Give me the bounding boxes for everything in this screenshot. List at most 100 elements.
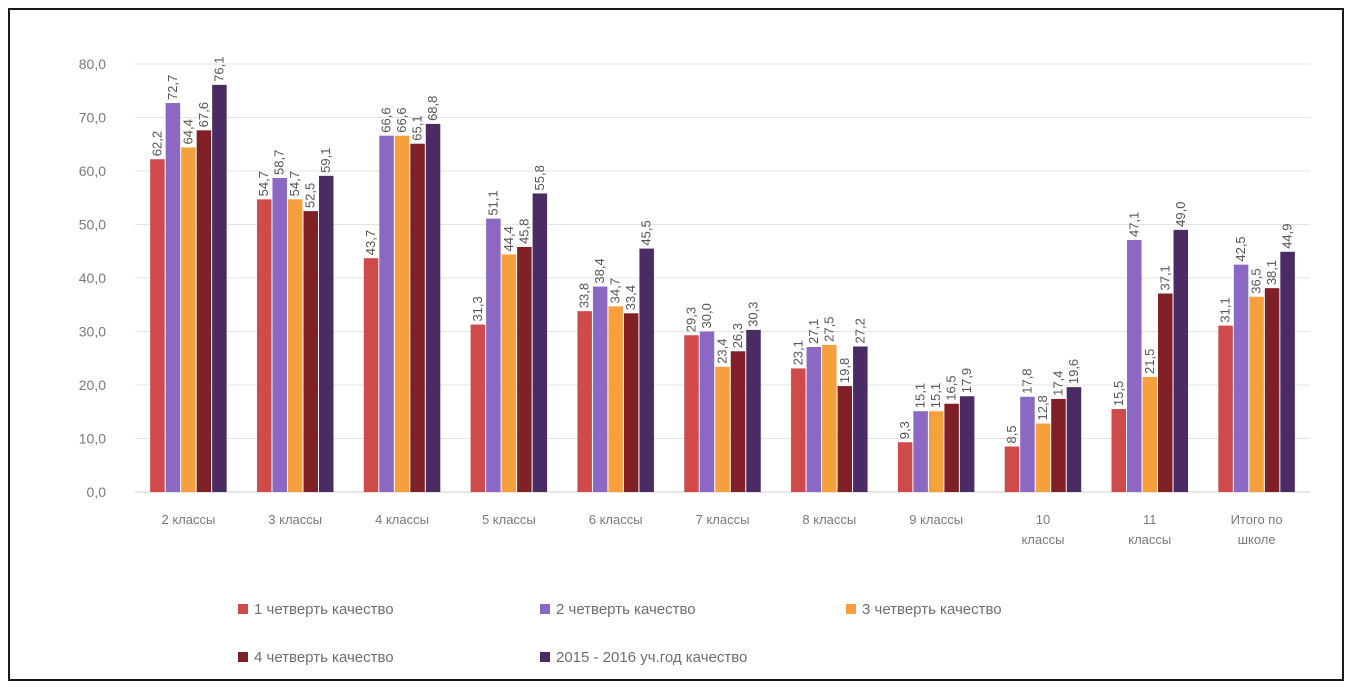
data-label: 17,4: [1050, 371, 1065, 396]
x-category-label: 7 классы: [696, 512, 750, 527]
y-tick-label: 20,0: [79, 377, 106, 393]
y-tick-label: 60,0: [79, 163, 106, 179]
data-label: 38,1: [1264, 260, 1279, 285]
x-category-label: 3 классы: [268, 512, 322, 527]
bar: [791, 368, 806, 492]
data-label: 62,2: [149, 131, 164, 156]
data-label: 44,9: [1280, 223, 1295, 248]
bar: [1051, 399, 1066, 492]
data-label: 12,8: [1035, 395, 1050, 420]
data-label: 45,5: [639, 220, 654, 245]
bar: [1174, 230, 1189, 492]
x-category-label: классы: [1021, 532, 1064, 547]
data-label: 17,8: [1019, 368, 1034, 393]
legend-label: 2 четверть качество: [556, 601, 696, 618]
legend-swatch: [238, 604, 248, 614]
legend-swatch: [846, 604, 856, 614]
data-label: 37,1: [1157, 265, 1172, 290]
data-label: 45,8: [516, 219, 531, 244]
bar: [1005, 447, 1020, 492]
chart-frame: 0,0 10,0 20,0 30,0 40,0 50,0 60,0 70,0 80,0 62,2…: [8, 8, 1344, 681]
y-tick-label: 40,0: [79, 270, 106, 286]
bar: [1234, 265, 1249, 492]
legend-swatch: [238, 652, 248, 662]
y-axis: 0,0 10,0 20,0 30,0 40,0 50,0 60,0 70,0 80,0: [79, 56, 106, 500]
data-label: 33,8: [577, 283, 592, 308]
data-label: 67,6: [196, 102, 211, 127]
bar: [1127, 240, 1142, 492]
bar: [700, 332, 715, 493]
data-label: 17,9: [959, 368, 974, 393]
data-label: 66,6: [379, 107, 394, 132]
y-tick-label: 0,0: [87, 484, 107, 500]
y-tick-label: 70,0: [79, 110, 106, 126]
data-label: 33,4: [623, 285, 638, 310]
bar: [272, 178, 287, 492]
data-label: 59,1: [318, 148, 333, 173]
bar: [822, 345, 837, 492]
x-category-label: 8 классы: [802, 512, 856, 527]
bar: [410, 144, 425, 492]
data-label: 23,1: [790, 340, 805, 365]
x-category-label: классы: [1128, 532, 1171, 547]
bar: [1280, 252, 1295, 492]
data-label: 15,1: [928, 383, 943, 408]
y-tick-label: 50,0: [79, 217, 106, 233]
bar: [684, 335, 699, 492]
bar: [898, 442, 913, 492]
bar: [181, 147, 196, 492]
y-tick-label: 80,0: [79, 56, 106, 72]
data-label: 31,3: [470, 296, 485, 321]
data-label: 21,5: [1142, 349, 1157, 374]
data-label: 30,3: [746, 302, 761, 327]
bar: [746, 330, 761, 492]
legend: 1 четверть качество 2 четверть качество 3 …: [238, 601, 1002, 666]
bar: [913, 411, 928, 492]
bar: [1112, 409, 1127, 492]
bar: [731, 351, 746, 492]
data-label: 68,8: [425, 96, 440, 121]
bar: [486, 219, 501, 492]
bar: [715, 367, 730, 492]
bar: [853, 346, 868, 492]
data-label: 72,7: [165, 75, 180, 100]
bar: [212, 85, 227, 492]
x-category-label: Итого по: [1231, 512, 1283, 527]
data-label: 42,5: [1233, 236, 1248, 261]
legend-label: 2015 - 2016 уч.год качество: [556, 649, 747, 666]
bar: [807, 347, 822, 492]
data-label: 34,7: [608, 278, 623, 303]
bar: [608, 306, 623, 492]
data-label: 58,7: [272, 150, 287, 175]
y-tick-label: 30,0: [79, 324, 106, 340]
data-label: 38,4: [592, 258, 607, 283]
bar: [1218, 326, 1233, 492]
data-label: 15,1: [913, 383, 928, 408]
x-category-label: 6 классы: [589, 512, 643, 527]
bar: [426, 124, 441, 492]
bar: [1249, 297, 1264, 492]
bar: [1158, 294, 1173, 492]
data-label: 31,1: [1218, 297, 1233, 322]
data-label: 76,1: [211, 57, 226, 82]
bar: [593, 287, 608, 492]
bar: [639, 249, 654, 492]
bar: [577, 311, 592, 492]
data-label: 54,7: [256, 171, 271, 196]
bar: [1143, 377, 1158, 492]
x-axis: 2 классы 3 классы 4 классы 5 классы 6 классы…: [161, 512, 1282, 547]
bar: [395, 136, 410, 492]
bar: [929, 411, 944, 492]
data-label: 15,5: [1111, 381, 1126, 406]
bar: [319, 176, 334, 492]
bar: [166, 103, 181, 492]
bar: [1020, 397, 1035, 492]
x-category-label: 11: [1143, 512, 1157, 527]
data-label: 23,4: [715, 338, 730, 363]
legend-swatch: [540, 604, 550, 614]
data-label: 30,0: [699, 303, 714, 328]
bar: [1265, 288, 1280, 492]
data-label: 27,5: [821, 317, 836, 342]
data-label: 52,5: [303, 183, 318, 208]
x-category-label: 2 классы: [161, 512, 215, 527]
